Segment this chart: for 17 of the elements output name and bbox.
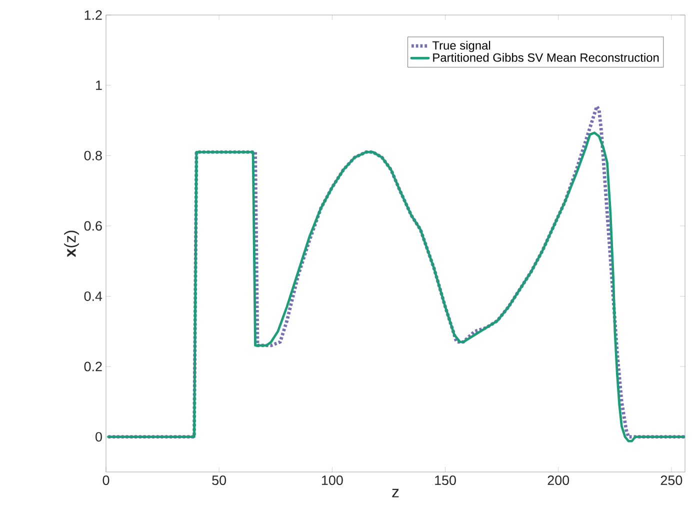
x-tick-label: 50 — [212, 476, 226, 486]
y-tick-label: 1.2 — [84, 10, 102, 20]
legend-label: True signal — [432, 40, 490, 52]
x-tick-label: 150 — [435, 476, 456, 486]
x-axis-title: z — [392, 488, 399, 498]
y-axis-title: x(z) — [64, 230, 79, 258]
y-tick-label: 0.4 — [84, 291, 102, 301]
y-tick-label: 0.8 — [84, 150, 102, 160]
x-tick-label: 0 — [102, 476, 110, 486]
legend-label: Partitioned Gibbs SV Mean Reconstruction — [433, 53, 659, 62]
y-tick-label: 1 — [96, 80, 102, 90]
y-tick-label: 0 — [96, 432, 102, 442]
y-tick-label: 0.6 — [84, 221, 102, 231]
x-tick-label: 250 — [660, 476, 682, 486]
x-tick-label: 200 — [548, 476, 570, 486]
y-tick-label: 0.2 — [84, 362, 102, 372]
x-tick-label: 100 — [322, 476, 343, 486]
